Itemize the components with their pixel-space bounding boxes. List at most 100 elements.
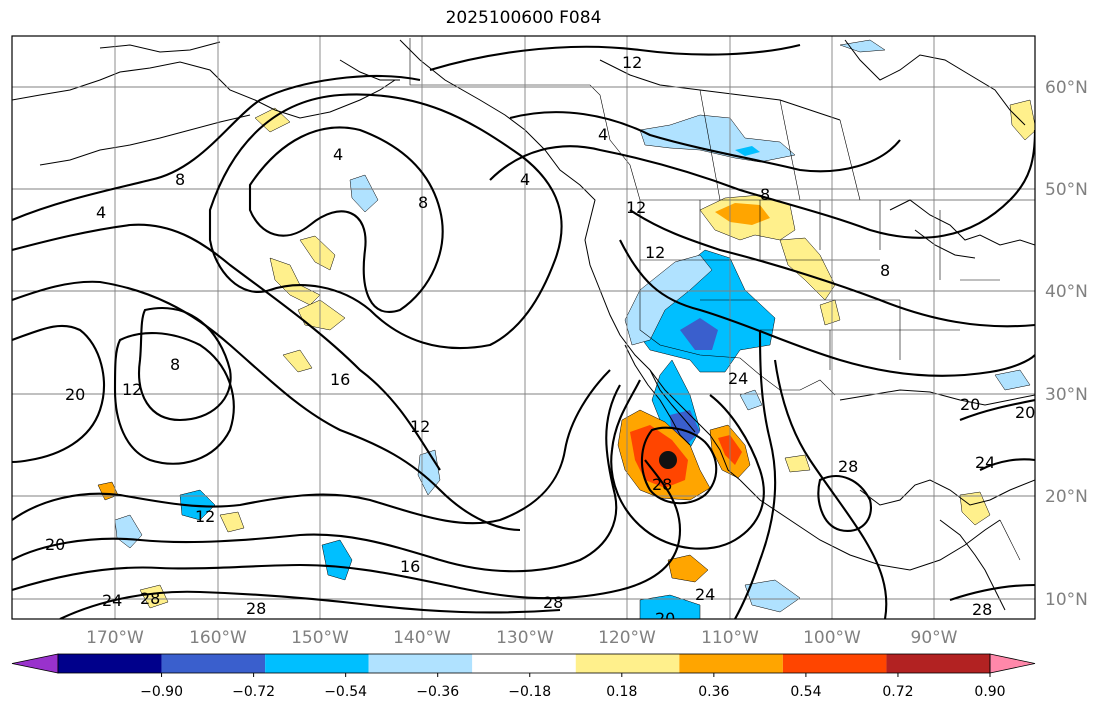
- pos-shade-gulf: [959, 491, 991, 526]
- colorbar-extend-low: [11, 653, 59, 674]
- lon-label: 170°W: [86, 628, 144, 648]
- colorbar-segment: [265, 654, 369, 673]
- colorbar-extend-high: [989, 653, 1036, 674]
- storm-center: [659, 451, 677, 469]
- neg-shade-light: [624, 254, 713, 346]
- colorbar-outline: [57, 653, 991, 674]
- contour-label: 24: [728, 369, 748, 388]
- colorbar-tick-label: 0.18: [606, 684, 637, 700]
- contour-label: 28: [972, 600, 992, 619]
- contour-label: 8: [170, 355, 180, 374]
- lon-labels: 170°W 160°W 150°W 140°W 130°W 120°W 110°…: [86, 628, 958, 648]
- colorbar-tick-label: −0.72: [232, 684, 275, 700]
- colorbar-tick-label: −0.90: [140, 684, 183, 700]
- colorbar-segment: [886, 654, 990, 673]
- contour-label: 8: [418, 193, 428, 212]
- contour-label: 12: [410, 417, 430, 436]
- lon-label: 130°W: [496, 628, 554, 648]
- contour-label: 20: [960, 395, 980, 414]
- colorbar-segment: [472, 654, 576, 673]
- colorbar-tick-label: 0.54: [790, 684, 821, 700]
- colorbar-tick-label: 0.72: [882, 684, 913, 700]
- pos-shade-pac7: [139, 584, 169, 609]
- contour-label: 24: [695, 585, 715, 604]
- pos-shade-pac2: [297, 299, 346, 331]
- neg-shade-bottom2: [744, 579, 801, 613]
- shading-layer: [97, 39, 1035, 619]
- contour-label: 24: [102, 591, 122, 610]
- colorbar-tick-label: −0.18: [508, 684, 551, 700]
- contour-label: 4: [333, 145, 343, 164]
- colorbar-segment: [368, 654, 473, 673]
- colorbar-segment: [782, 654, 887, 673]
- contour-label: 8: [880, 261, 890, 280]
- neg-shade-east: [994, 369, 1031, 391]
- contour-label: 8: [760, 185, 770, 204]
- lat-label: 60°N: [1045, 78, 1088, 98]
- contour-label: 4: [96, 203, 106, 222]
- neg-shade-bottom: [639, 594, 701, 619]
- coastline-layer: [12, 39, 1035, 611]
- lon-label: 110°W: [701, 628, 759, 648]
- map-title: 2025100600 F084: [445, 8, 602, 28]
- lon-label: 100°W: [803, 628, 861, 648]
- lon-label: 120°W: [598, 628, 656, 648]
- contour-layer: [12, 43, 1035, 619]
- lat-label: 20°N: [1045, 487, 1088, 507]
- pos-shade-pac6: [219, 511, 245, 533]
- lat-label: 30°N: [1045, 385, 1088, 405]
- contour-label: 12: [195, 507, 215, 526]
- lat-label: 10°N: [1045, 590, 1088, 610]
- neg-shade-top: [839, 39, 886, 53]
- neg-shade-pac5: [321, 539, 353, 581]
- contour-label: 28: [140, 589, 160, 608]
- pos-shade-plains2: [779, 237, 836, 301]
- contour-label: 28: [838, 457, 858, 476]
- pos-shade-storm-inner: [630, 425, 688, 488]
- pos-shade-pac1: [269, 257, 321, 306]
- contour-label: 20: [45, 535, 65, 554]
- lon-label: 150°W: [291, 628, 349, 648]
- neg-shade-dark: [680, 318, 718, 350]
- contour-label: 8: [175, 170, 185, 189]
- lon-label: 140°W: [393, 628, 451, 648]
- pos-shade-pac4: [282, 349, 313, 373]
- contour-label: 16: [330, 370, 350, 389]
- contour-label: 12: [645, 243, 665, 262]
- pos-shade-plains3: [819, 299, 841, 326]
- lon-label: 160°W: [189, 628, 247, 648]
- pos-shade-plains-inner: [715, 203, 770, 225]
- neg-shade-mex2: [739, 389, 763, 411]
- contour-label: 16: [400, 557, 420, 576]
- colorbar-segment: [679, 654, 783, 673]
- colorbar-tick-label: −0.36: [416, 684, 459, 700]
- lat-label: 40°N: [1045, 282, 1088, 302]
- contour-label: 24: [975, 453, 995, 472]
- lon-label: 90°W: [911, 628, 958, 648]
- pos-shade-pac8: [667, 554, 709, 583]
- colorbar-tick-label: 0.36: [698, 684, 729, 700]
- colorbar-segment: [575, 654, 680, 673]
- colorbar: −0.90 −0.72 −0.54 −0.36 −0.18 0.18 0.36 0.54 0.7…: [11, 653, 1036, 700]
- pos-shade-mex2: [784, 454, 811, 473]
- contour-label: 4: [520, 170, 530, 189]
- grid-layer: [12, 36, 1035, 619]
- colorbar-tick-label: −0.54: [324, 684, 367, 700]
- contour-label: 20: [65, 385, 85, 404]
- contour-label: 28: [246, 599, 266, 618]
- contour-label: 12: [122, 380, 142, 399]
- map-frame: [11, 35, 1036, 620]
- contour-label: 28: [652, 475, 672, 494]
- contour-label-layer: 12 4 4 4 4 8 8 8 8 8 12 12 12 12 12 16 1…: [45, 53, 1035, 619]
- contour-label: 20: [1015, 403, 1035, 422]
- colorbar-tick-label: 0.90: [974, 684, 1005, 700]
- contour-label: 12: [622, 53, 642, 72]
- contour-label: 12: [626, 198, 646, 217]
- neg-shade-canada2: [735, 146, 760, 156]
- colorbar-segment: [58, 654, 162, 673]
- contour-label: 4: [598, 125, 608, 144]
- pos-shade-ne: [1009, 99, 1035, 141]
- contour-label: 28: [543, 593, 563, 612]
- lat-labels: 60°N 50°N 40°N 30°N 20°N 10°N: [1045, 78, 1088, 610]
